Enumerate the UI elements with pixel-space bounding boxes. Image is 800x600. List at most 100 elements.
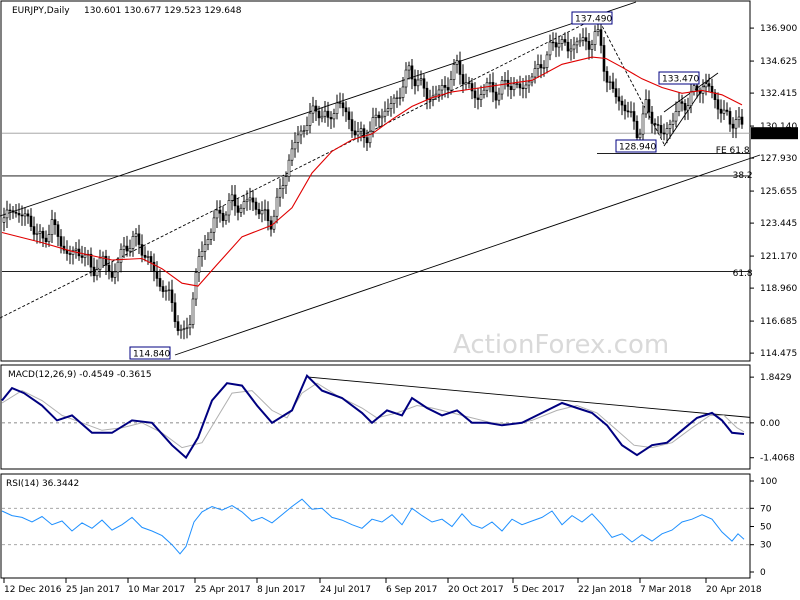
candle-body [125,245,129,252]
candle-layer [2,19,744,340]
candle-body [215,209,219,219]
candle-body [323,110,327,117]
candle-body [188,324,192,329]
x-tick-label: 12 Dec 2016 [4,585,62,595]
candle-body [236,205,240,213]
watermark: ActionForex.com [453,330,669,360]
candle-body [14,211,18,214]
candle-body [560,39,564,44]
candle-body [38,230,42,234]
candle-body [368,130,372,144]
price-annotation-box [615,139,657,153]
x-tick-label: 24 Jul 2017 [320,585,371,595]
price-y-tick-label: 127.930 [760,154,797,164]
candle-body [122,245,126,250]
candle-body [458,60,462,75]
candle-body [596,29,600,32]
candle-body [479,94,483,100]
candle-body [668,124,672,129]
candle-body [683,103,687,111]
candle-body [650,111,654,124]
candle-body [359,128,363,132]
rsi-y-tick-label: 70 [760,504,772,514]
candle-body [35,232,39,235]
candle-body [266,209,270,222]
candle-body [17,213,21,216]
candle-body [527,81,531,86]
price-annotation-box [129,346,171,360]
candle-body [302,130,306,132]
candle-body [20,214,24,217]
candle-body [563,39,567,43]
candle-body [494,91,498,101]
candle-body [467,82,471,84]
candle-body [449,79,453,91]
candle-body [164,290,168,292]
candle-body [425,87,429,100]
candle-body [296,134,300,143]
current-price-label: 129.648 [760,129,797,139]
macd-trendline [306,376,751,418]
candle-body [698,90,702,94]
candle-body [497,93,501,101]
candle-body [389,103,393,109]
candle-body [161,286,165,292]
candle-body [275,196,279,217]
candle-body [491,82,495,93]
candle-body [671,120,675,125]
candle-body [482,89,486,95]
candle-body [626,110,630,113]
candle-body [737,116,741,121]
rsi-line [1,498,745,555]
macd-y-tick-label: 0.00 [760,419,780,429]
candle-body [221,212,225,221]
candle-body [107,264,111,272]
candle-body [329,117,333,120]
candle-body [197,256,201,273]
candle-body [599,29,603,46]
current-price-box [751,127,798,140]
candle-body [707,83,711,87]
candle-body [635,120,639,138]
candle-body [728,111,732,125]
candle-body [344,107,348,113]
candle-body [407,65,411,71]
candle-body [446,87,450,91]
candle-body [242,201,246,209]
candle-body [719,108,723,114]
upper-channel-line [0,1,637,217]
candle-body [422,78,426,89]
price-y-tick-label: 114.475 [760,349,797,359]
candle-body [404,69,408,88]
candle-body [245,199,249,203]
candle-body [539,64,543,69]
price-y-tick-label: 136.900 [760,24,797,34]
candle-body [182,328,186,330]
candle-body [338,102,342,104]
price-annotation-label: 137.490 [575,15,612,25]
macd-y-tick-label: 1.8429 [760,373,792,383]
candle-body [572,44,576,50]
candle-body [659,125,663,134]
candle-body [653,123,657,125]
price-annotation-box [658,71,700,85]
x-tick-label: 25 Apr 2017 [195,585,251,595]
x-tick-label: 20 Oct 2017 [448,585,504,595]
dashed-projection-line [599,21,665,145]
candle-body [53,219,57,226]
candle-body [83,254,87,258]
candle-body [308,112,312,126]
candle-body [347,111,351,120]
candle-body [623,104,627,112]
candle-body [146,256,150,258]
price-annotation-label: 133.470 [662,75,699,85]
candle-body [557,43,561,48]
candle-body [395,97,399,99]
candle-body [374,114,378,118]
candle-body [350,119,354,132]
price-annotation-label: 114.840 [133,350,170,360]
candle-body [173,302,177,322]
candle-body [278,188,282,198]
candle-body [416,79,420,87]
candle-body [740,116,744,125]
